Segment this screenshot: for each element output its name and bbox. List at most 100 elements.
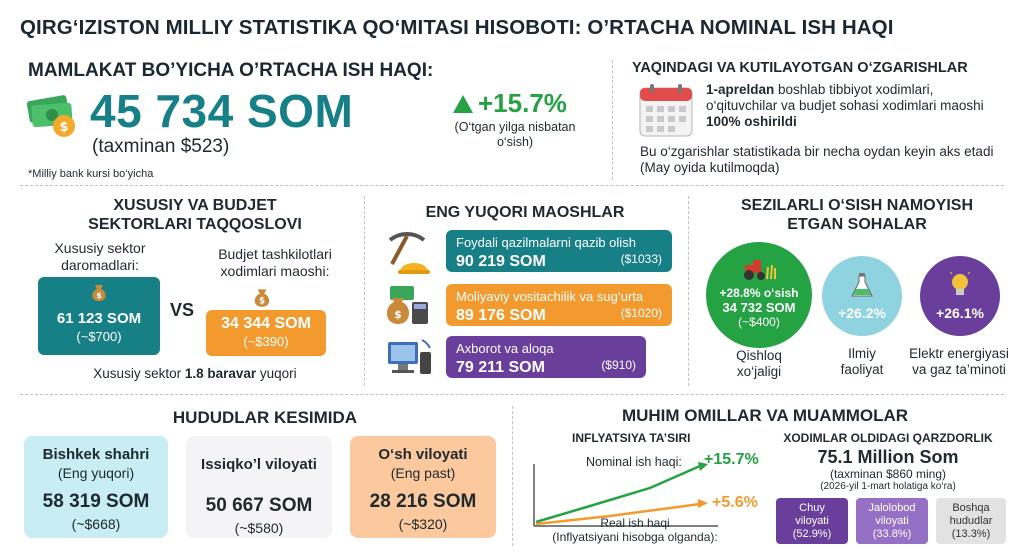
nominal-label: Nominal ish haqi: xyxy=(586,455,682,469)
region-sub: (Eng yuqori) xyxy=(57,465,135,481)
divider-row-2 xyxy=(20,394,1004,395)
agri-label: Qishloq xo‘jaligi xyxy=(706,348,812,380)
top-item-value: 90 219 SOM xyxy=(456,253,546,270)
svg-text:$: $ xyxy=(259,297,265,307)
growth-heading-line-1: SEZILARLI O‘SISH NAMOYISH xyxy=(740,197,973,214)
sectors-heading: XUSUSIY VA BUDJET SEKTORLARI TAQQOSLOVI xyxy=(30,196,360,234)
agri-value: 34 732 SOM xyxy=(722,300,796,315)
agriculture-circle: +28.8% o‘sish 34 732 SOM (~$400) xyxy=(706,242,812,348)
energy-label-line-1: Elektr energiyasi xyxy=(909,346,1009,361)
budget-label: Budjet tashkilotlari xodimlari maoshi: xyxy=(200,246,350,280)
divider-top xyxy=(612,60,613,180)
vs-label: VS xyxy=(170,300,195,320)
page-title: QIRG‘IZISTON MILLIY STATISTIKA QO‘MITASI… xyxy=(20,16,894,39)
top-item-value: 79 211 SOM xyxy=(456,359,545,376)
changes-paragraph-1: 1-apreldan boshlab tibbiyot xodimlari, o… xyxy=(706,82,1006,130)
national-value: 45 734 SOM xyxy=(90,85,354,137)
calendar-icon xyxy=(637,82,695,143)
lightbulb-icon xyxy=(949,269,971,303)
regions-heading: HUDUDLAR KESIMIDA xyxy=(172,408,358,427)
region-sub: (Eng past) xyxy=(390,465,456,481)
inflation-line-chart xyxy=(530,462,720,533)
flask-icon xyxy=(851,272,873,303)
top-item-value: 89 176 SOM xyxy=(456,307,546,324)
tractor-icon xyxy=(741,259,777,286)
nominal-arrow xyxy=(698,462,708,471)
nominal-line xyxy=(535,464,701,524)
agri-label-line-1: Qishloq xyxy=(736,348,782,363)
real-label-line-1: Real ish haqi xyxy=(600,516,670,530)
changes-date: 1-apreldan xyxy=(706,82,775,97)
sectors-heading-line-2: SEKTORLARI TAQQOSLOVI xyxy=(88,216,302,233)
region-usd: (~$668) xyxy=(71,516,121,532)
sectors-note-pre: Xususiy sektor xyxy=(93,366,185,381)
sci-growth-pct: +26.2% xyxy=(838,304,886,321)
debt-region-name: Chuy xyxy=(799,502,825,514)
top-item-label: Moliyaviy vositachilik va sug‘urta xyxy=(456,289,644,304)
private-box: $ 61 123 SOM (~$700) xyxy=(38,277,160,355)
energy-growth-pct: +26.1% xyxy=(936,304,984,321)
debt-region-pct: (33.8%) xyxy=(872,528,912,540)
top-heading: ENG YUQORI MAOSHLAR xyxy=(425,204,625,221)
debt-region-name: Jalolobod xyxy=(868,502,916,514)
money-icon: $ xyxy=(24,90,80,140)
mining-icon xyxy=(384,228,432,281)
private-usd: (~$700) xyxy=(76,329,122,344)
svg-text:$: $ xyxy=(96,291,102,300)
growth-note-line-2: o‘sish) xyxy=(496,135,534,149)
divider-bottom xyxy=(512,406,513,546)
debt-region-name-2: viloyati xyxy=(795,515,829,527)
agri-growth-pct: +28.8% o‘sish xyxy=(719,286,799,300)
changes-increase: 100% oshirildi xyxy=(706,114,797,129)
growth-up-icon xyxy=(452,94,474,119)
region-usd: (~$320) xyxy=(398,516,448,532)
sci-label-line-2: faoliyat xyxy=(840,362,884,377)
agri-label-line-2: xo‘jaligi xyxy=(736,364,782,379)
top-item-mining: Foydali qazilmalarni qazib olish 90 219 … xyxy=(446,230,672,272)
agri-usd: (~$400) xyxy=(738,315,780,329)
private-label-line-1: Xususiy sektor xyxy=(54,240,146,256)
region-value: 28 216 SOM xyxy=(369,491,477,512)
national-footnote: *Milliy bank kursi bo‘yicha xyxy=(28,168,154,180)
top-item-label: Axborot va aloqa xyxy=(456,341,554,356)
private-label-line-2: daromadlari: xyxy=(61,257,139,273)
region-bishkek: Bishkek shahri (Eng yuqori) 58 319 SOM (… xyxy=(24,436,168,538)
region-osh: O‘sh viloyati (Eng past) 28 216 SOM (~$3… xyxy=(350,436,496,538)
real-label-line-2: (Inflyatsiyani hisobga olganda): xyxy=(552,530,718,544)
top-item-usd: ($1033) xyxy=(620,252,662,266)
money-bag-icon-budget: $ xyxy=(250,285,274,314)
factors-heading: MUHIM OMILLAR VA MUAMMOLAR xyxy=(621,406,909,425)
debt-other: Boshqa hududlar (13.3%) xyxy=(936,498,1006,544)
changes-paragraph-2: Bu o‘zgarishlar statistikada bir necha o… xyxy=(640,144,994,175)
national-growth-note: (O‘tgan yilga nisbatan o‘sish) xyxy=(430,120,600,150)
energy-label-line-2: va gaz ta’minoti xyxy=(912,362,1006,377)
debt-usd: (taxminan $860 ming) xyxy=(829,467,947,481)
energy-circle: +26.1% xyxy=(920,256,1000,336)
debt-region-pct: (13.3%) xyxy=(951,528,991,540)
science-circle: +26.2% xyxy=(822,256,902,336)
private-value: 61 123 SOM xyxy=(56,310,142,327)
region-usd: (~$580) xyxy=(234,520,284,536)
top-item-usd: ($910) xyxy=(601,358,636,372)
sci-label: Ilmiy faoliyat xyxy=(822,346,902,378)
region-value: 50 667 SOM xyxy=(205,495,313,516)
budget-label-line-1: Budjet tashkilotlari xyxy=(218,246,332,262)
top-item-usd: ($1020) xyxy=(620,306,662,320)
divider-mid-2 xyxy=(688,196,689,386)
sectors-note-post: yuqori xyxy=(256,366,297,381)
debt-date: (2026-yil 1-mart holatiga ko‘ra) xyxy=(820,481,956,492)
private-label: Xususiy sektor daromadlari: xyxy=(30,240,170,274)
energy-label: Elektr energiyasi va gaz ta’minoti xyxy=(894,346,1024,378)
budget-box: 34 344 SOM (~$390) xyxy=(206,310,326,356)
finance-icon: $ xyxy=(384,282,432,333)
national-usd: (taxminan $523) xyxy=(92,136,230,157)
top-item-it: Axborot va aloqa 79 211 SOM ($910) xyxy=(446,336,646,378)
svg-text:$: $ xyxy=(59,120,68,135)
sectors-heading-line-1: XUSUSIY VA BUDJET xyxy=(113,197,277,214)
budget-label-line-2: xodimlari maoshi: xyxy=(220,263,330,279)
sectors-note-ratio: 1.8 baravar xyxy=(184,366,257,381)
debt-chuy: Chuy viloyati (52.9%) xyxy=(776,498,848,544)
region-name: Bishkek shahri xyxy=(42,446,150,463)
debt-heading: XODIMLAR OLDIDAGI QARZDORLIK xyxy=(783,431,993,445)
divider-row-1 xyxy=(20,185,1004,186)
